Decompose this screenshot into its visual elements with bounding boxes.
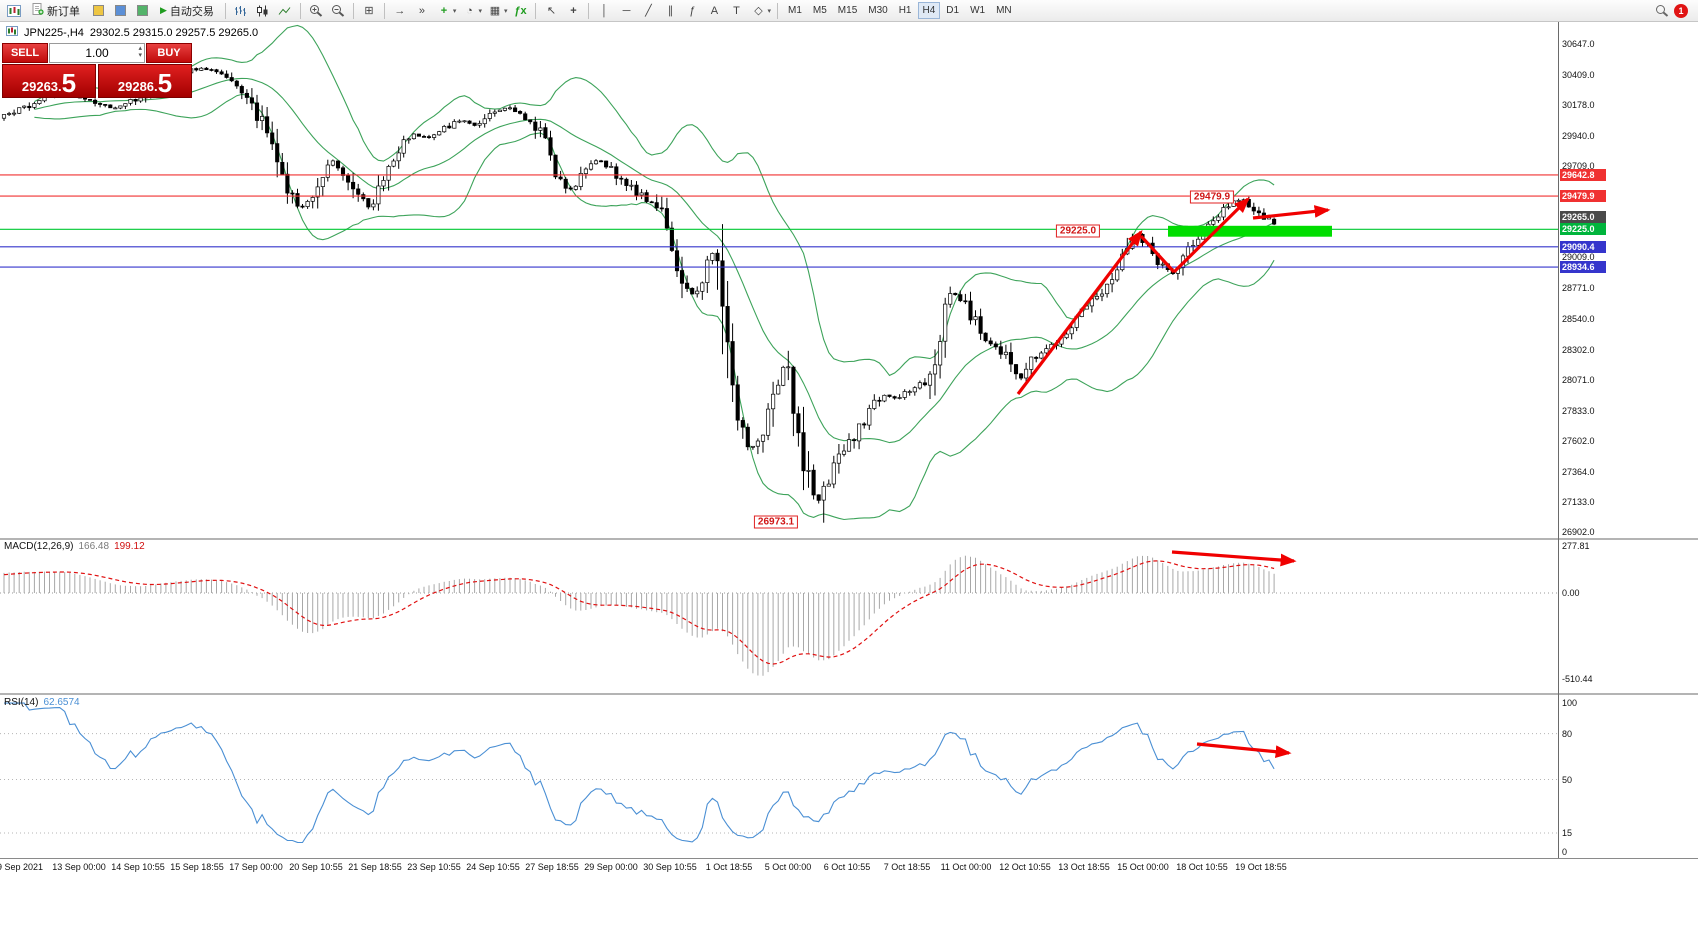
- timeframe-button-m1[interactable]: M1: [787, 5, 802, 16]
- channel-tool-icon[interactable]: ∥: [667, 5, 674, 17]
- buy-button[interactable]: BUY: [146, 43, 192, 63]
- highlight-zone[interactable]: [1168, 225, 1332, 237]
- vertical-line-tool-icon[interactable]: │: [601, 4, 608, 17]
- price-axis-border: [1558, 22, 1559, 858]
- market-watch-icon[interactable]: [110, 2, 130, 20]
- play-icon: ▶: [160, 5, 167, 15]
- rsi-name: RSI(14): [4, 697, 39, 708]
- timeframe-button-mn[interactable]: MN: [996, 5, 1012, 16]
- zoom-in-icon[interactable]: [306, 2, 326, 20]
- navigator-icon[interactable]: [132, 2, 152, 20]
- sell-button[interactable]: SELL: [2, 43, 48, 63]
- shapes-dropdown-icon[interactable]: ▾: [767, 7, 771, 15]
- label-tool-icon[interactable]: T: [733, 4, 740, 17]
- volume-field[interactable]: 1.00 ▴ ▾: [49, 43, 145, 63]
- templates-dropdown-icon[interactable]: ▾: [503, 7, 508, 15]
- new-chart-icon[interactable]: +: [440, 4, 448, 17]
- toolbar-separator: [352, 2, 354, 19]
- toolbar-separator: [776, 2, 778, 19]
- rsi-line: [4, 702, 1275, 844]
- macd-signal-value: 199.12: [114, 541, 145, 552]
- panel-splitter[interactable]: [0, 538, 1698, 540]
- rsi-indicator-label: RSI(14) 62.6574: [4, 697, 80, 708]
- sell-price-display[interactable]: 29263. 5: [2, 64, 96, 98]
- symbol-period-label: JPN225-,H4: [24, 26, 84, 39]
- zoom-out-icon[interactable]: [328, 2, 348, 20]
- bollinger-bands: [34, 24, 1275, 521]
- line-chart-type-icon[interactable]: [275, 2, 295, 20]
- chart-icon: [6, 26, 18, 39]
- timeframe-button-w1[interactable]: W1: [970, 5, 986, 16]
- rsi-panel[interactable]: [0, 695, 1558, 858]
- candlestick-chart-type-icon[interactable]: [253, 2, 273, 20]
- trend-arrows[interactable]: [1016, 197, 1331, 759]
- buy-price-display[interactable]: 29286. 5: [98, 64, 192, 98]
- toolbar-separator: [299, 2, 301, 19]
- main-toolbar: 新订单 ▶ 自动交易 ⊞ → » + ▾ ◔ ▾ ▦ ▾ ƒx ↖ + │ ─ ╱ ∥ …: [0, 0, 1698, 22]
- toolbar-separator: [588, 2, 590, 19]
- time-axis-border: [0, 858, 1698, 859]
- timeframe-button-h1[interactable]: H1: [898, 5, 912, 16]
- horizontal-line-tool-icon[interactable]: ─: [622, 4, 631, 17]
- chart-shift-icon[interactable]: »: [418, 4, 425, 17]
- timeframe-button-m30[interactable]: M30: [868, 5, 888, 16]
- timeframe-button-h4[interactable]: H4: [917, 2, 941, 19]
- fibonacci-tool-icon[interactable]: ƒ: [689, 4, 696, 17]
- metaeditor-icon[interactable]: [88, 2, 108, 20]
- macd-signal-line: [3, 560, 1275, 665]
- spin-up-icon[interactable]: ▴: [138, 45, 142, 52]
- search-icon[interactable]: [1652, 2, 1672, 20]
- macd-indicator-label: MACD(12,26,9) 166.48 199.12: [4, 541, 145, 552]
- templates-icon[interactable]: ▦: [489, 5, 501, 17]
- candlesticks: [1, 66, 1277, 523]
- time-axis[interactable]: [0, 858, 1558, 876]
- volume-value[interactable]: 1.00: [85, 46, 109, 60]
- trendline-tool-icon[interactable]: ╱: [645, 5, 652, 17]
- autotrading-button[interactable]: ▶ 自动交易: [154, 1, 220, 20]
- panel-splitter[interactable]: [0, 693, 1698, 695]
- main-chart-plot[interactable]: [0, 22, 1558, 538]
- timeframe-button-d1[interactable]: D1: [946, 5, 960, 16]
- text-tool-icon[interactable]: A: [710, 4, 719, 17]
- macd-main-value: 166.48: [78, 541, 110, 552]
- spin-down-icon[interactable]: ▾: [138, 52, 142, 59]
- timeframe-button-m5[interactable]: M5: [812, 5, 827, 16]
- timeframe-button-m15[interactable]: M15: [837, 5, 858, 16]
- toolbar-separator: [535, 2, 537, 19]
- macd-name: MACD(12,26,9): [4, 541, 74, 552]
- notification-badge[interactable]: 1: [1674, 3, 1688, 18]
- one-click-trading-panel: SELL 1.00 ▴ ▾ BUY 29263. 5 29286. 5: [2, 43, 192, 98]
- toolbar-separator: [383, 2, 385, 19]
- crosshair-icon[interactable]: +: [570, 4, 577, 17]
- auto-scroll-icon[interactable]: →: [394, 4, 406, 17]
- ohlc-values: 29302.5 29315.0 29257.5 29265.0: [89, 26, 259, 39]
- chart-window-icon[interactable]: [4, 2, 24, 20]
- toolbar-separator: [224, 2, 226, 19]
- timeframe-toolbar: M1 M5 M15 M30 H1 H4 D1 W1 MN: [783, 2, 1017, 19]
- price-axis[interactable]: [1558, 22, 1698, 858]
- bar-chart-type-icon[interactable]: [231, 2, 251, 20]
- new-order-button[interactable]: 新订单: [26, 1, 86, 20]
- periods-dropdown-icon[interactable]: ▾: [478, 7, 482, 15]
- shapes-tool-icon[interactable]: ◇: [754, 5, 763, 17]
- cursor-icon[interactable]: ↖: [546, 5, 557, 17]
- macd-panel[interactable]: [0, 540, 1558, 693]
- tile-windows-icon[interactable]: ⊞: [364, 5, 374, 17]
- periods-icon[interactable]: ◔: [466, 4, 473, 17]
- indicators-icon[interactable]: ƒx: [514, 4, 527, 17]
- rsi-value: 62.6574: [43, 697, 80, 708]
- new-order-icon: [32, 3, 44, 18]
- volume-spinner[interactable]: ▴ ▾: [138, 45, 142, 59]
- chart-info-line: JPN225-,H4 29302.5 29315.0 29257.5 29265…: [6, 26, 258, 39]
- new-chart-dropdown-icon[interactable]: ▾: [452, 7, 457, 15]
